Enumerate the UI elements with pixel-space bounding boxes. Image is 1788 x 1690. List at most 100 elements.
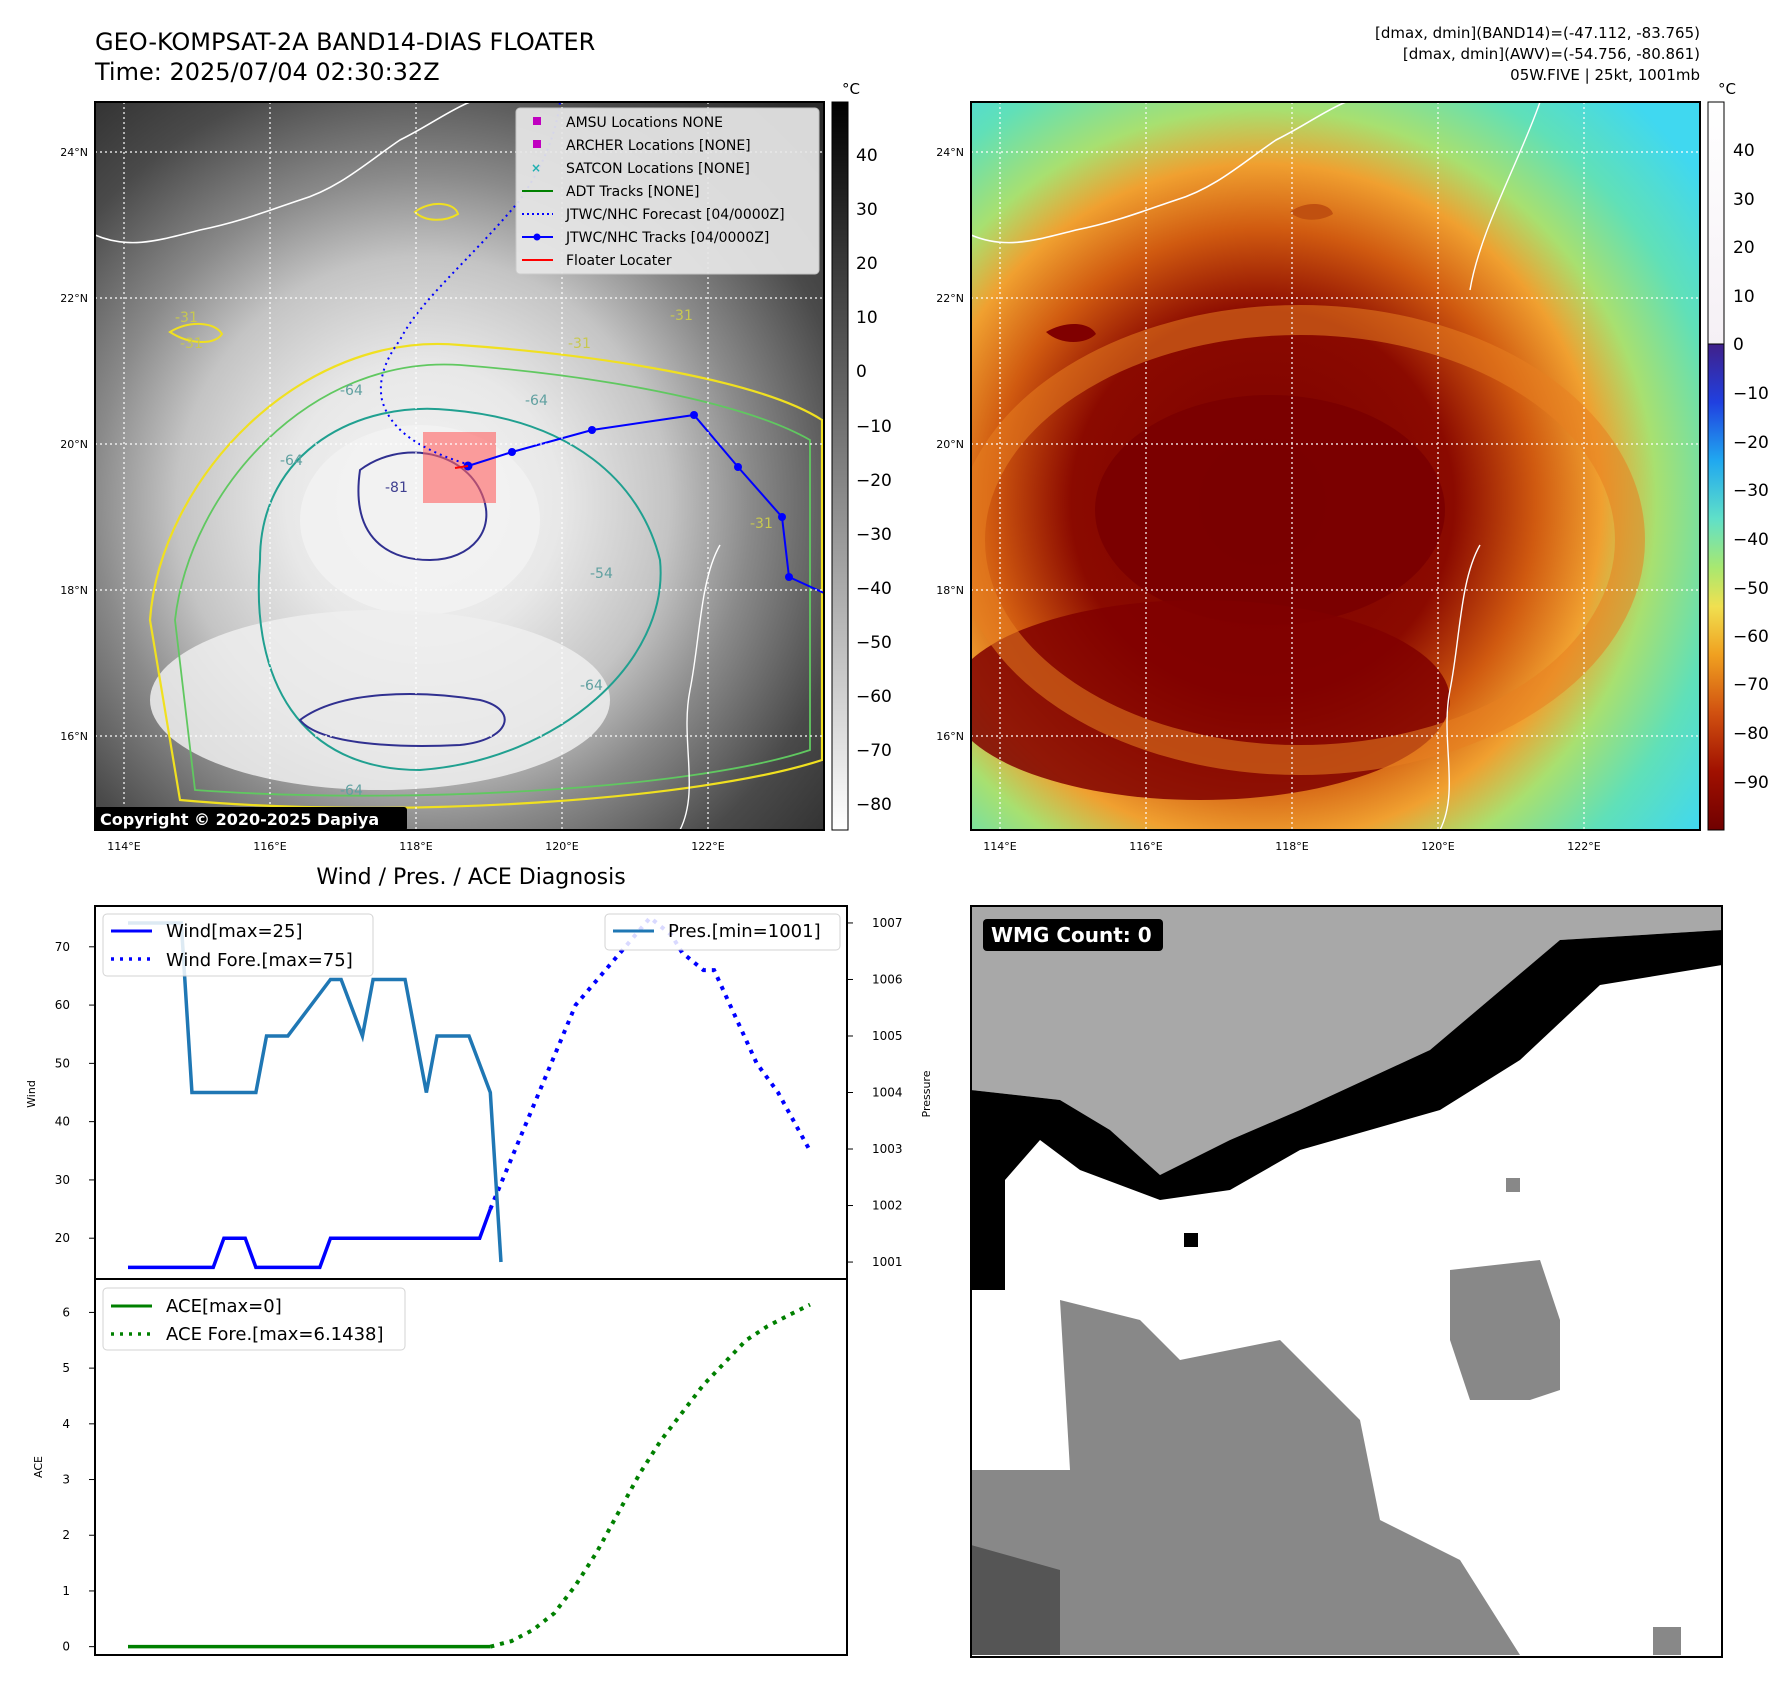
colorbar-tick: 40 (1733, 141, 1755, 161)
colorbar-tick: 10 (1733, 287, 1755, 307)
jtwc-best-track (467, 413, 824, 594)
colorbar-tick: −30 (856, 525, 892, 545)
pressure-line (128, 921, 503, 1263)
legend-label-forecast: JTWC/NHC Forecast [04/0000Z] (565, 207, 785, 223)
wmg-frame (970, 905, 1723, 1658)
lat-label: 16°N (60, 730, 88, 743)
info-awv: [dmax, dmin](AWV)=(-54.756, -80.861) (1403, 45, 1700, 63)
colorbar-tick: 20 (1733, 238, 1755, 258)
track-point (785, 573, 793, 581)
awv-core (1095, 395, 1445, 625)
legend-label-amsu: AMSU Locations NONE (566, 115, 723, 131)
ir-colorbar: °C 40 30 20 10 0 −10 −20 −30 −40 −50 −60… (831, 80, 892, 831)
track-point (690, 411, 698, 419)
wind-line (128, 1208, 492, 1270)
wmg-gray-north (971, 906, 1722, 1175)
colorbar-tick: −20 (1733, 433, 1769, 453)
colorbar-tick: 0 (856, 362, 867, 382)
legend-label-adt: ADT Tracks [NONE] (566, 184, 699, 200)
lon-label: 120°E (1421, 840, 1454, 853)
pres-legend-label: Pres.[min=1001] (668, 921, 821, 942)
colorbar-tick: −40 (856, 579, 892, 599)
track-point (508, 448, 516, 456)
colorbar-gradient (831, 101, 849, 831)
ir-map: -31 -31 -31 -31 -64 -64 -64 -81 -54 -64 … (60, 80, 892, 853)
contour-label: -64 (340, 383, 363, 399)
contour-label: -64 (580, 678, 603, 694)
awv-ring (971, 305, 1645, 775)
ace-tick-label: 6 (62, 1305, 70, 1319)
legend-label-floater: Floater Locater (566, 253, 672, 269)
wind-axis-label: Wind (25, 1080, 38, 1108)
contour-label: -64 (525, 393, 548, 409)
pressure-tick-label: 1005 (872, 1029, 903, 1043)
legend-marker-archer (533, 140, 541, 148)
colorbar-tick: −60 (1733, 627, 1769, 647)
track-point (778, 513, 786, 521)
copyright-text: Copyright © 2020-2025 Dapiya (100, 810, 379, 829)
wind-tick-label: 40 (55, 1115, 70, 1129)
legend-label-archer: ARCHER Locations [NONE] (566, 138, 751, 154)
pressure-tick-label: 1004 (872, 1086, 903, 1100)
jtwc-forecast-track (379, 102, 561, 466)
ace-tick-label: 0 (62, 1640, 70, 1654)
pressure-tick-label: 1001 (872, 1255, 903, 1269)
legend-label-satcon: SATCON Locations [NONE] (566, 161, 750, 177)
colorbar-tick: −70 (1733, 675, 1769, 695)
track-point (588, 426, 596, 434)
colorbar-tick: −90 (1733, 773, 1769, 793)
legend-marker-amsu (533, 117, 541, 125)
awv-coastline-luzon (1439, 544, 1481, 830)
diagnosis-title: Wind / Pres. / ACE Diagnosis (316, 865, 625, 890)
contour-label: -64 (340, 783, 363, 799)
wmg-dark-sw (971, 1545, 1060, 1655)
wind-legend-box (102, 913, 374, 977)
colorbar-ticks: 40 30 20 10 0 −10 −20 −30 −40 −50 −60 −7… (1733, 141, 1769, 793)
lat-label: 24°N (60, 146, 88, 159)
coastline-china (95, 102, 471, 244)
colorbar-tick: −50 (1733, 579, 1769, 599)
contour-outer-yellow (148, 342, 824, 809)
contour-label: -31 (750, 516, 773, 532)
lon-label: 120°E (545, 840, 578, 853)
pres-legend-box (604, 913, 841, 951)
colorbar-tick: 30 (1733, 190, 1755, 210)
legend-marker-tracks-dot (533, 233, 541, 241)
legend-label-tracks: JTWC/NHC Tracks [04/0000Z] (565, 230, 769, 246)
ace-tick-label: 4 (62, 1417, 70, 1431)
colorbar-tick: −80 (856, 795, 892, 815)
contour-north-blob (413, 203, 460, 221)
lon-label: 116°E (1129, 840, 1162, 853)
colorbar-tick: 10 (856, 308, 878, 328)
lat-label: 16°N (936, 730, 964, 743)
colorbar-upper (1707, 101, 1725, 345)
coastline-luzon (679, 544, 721, 830)
ace-tick-label: 5 (62, 1361, 70, 1375)
lon-label: 122°E (691, 840, 724, 853)
contour-navy-south (298, 693, 506, 747)
contour-label: -31 (180, 336, 203, 352)
wind-tick-label: 30 (55, 1173, 70, 1187)
awv-north-spot (1290, 203, 1333, 220)
colorbar-tick: −10 (856, 417, 892, 437)
ir-lat-labels: 24°N 22°N 20°N 18°N 16°N (60, 146, 88, 743)
ace-series-layer: 0 1 2 3 4 5 6 (62, 1302, 811, 1654)
colorbar-tick: −40 (1733, 530, 1769, 550)
awv-coastline-taiwan (1469, 102, 1541, 291)
wmg-count-text: WMG Count: 0 (991, 923, 1152, 947)
contour-label-group: -31 -31 -31 -31 -64 -64 -64 -81 -54 -64 … (175, 308, 773, 799)
colorbar-tick: 30 (856, 200, 878, 220)
ir-south-cloud (150, 610, 610, 790)
wmg-black-band (971, 930, 1722, 1290)
wind-fore-legend-label: Wind Fore.[max=75] (166, 950, 353, 971)
figure-title: GEO-KOMPSAT-2A BAND14-DIAS FLOATER (95, 28, 595, 56)
wind-tick-label: 60 (55, 998, 70, 1012)
contour-green (174, 363, 811, 797)
ace-chart: 0 1 2 3 4 5 6 ACE ACE[max=0] ACE Fore.[max=6.1… (32, 1278, 848, 1656)
contour-label: -31 (670, 308, 693, 324)
colorbar-unit: °C (1718, 80, 1736, 98)
contour-label: -81 (385, 480, 408, 496)
figure-time: Time: 2025/07/04 02:30:32Z (94, 58, 440, 86)
map-legend: AMSU Locations NONE ARCHER Locations [NO… (515, 107, 820, 275)
awv-map: 24°N 22°N 20°N 18°N 16°N 114°E 116°E 118… (936, 80, 1769, 853)
